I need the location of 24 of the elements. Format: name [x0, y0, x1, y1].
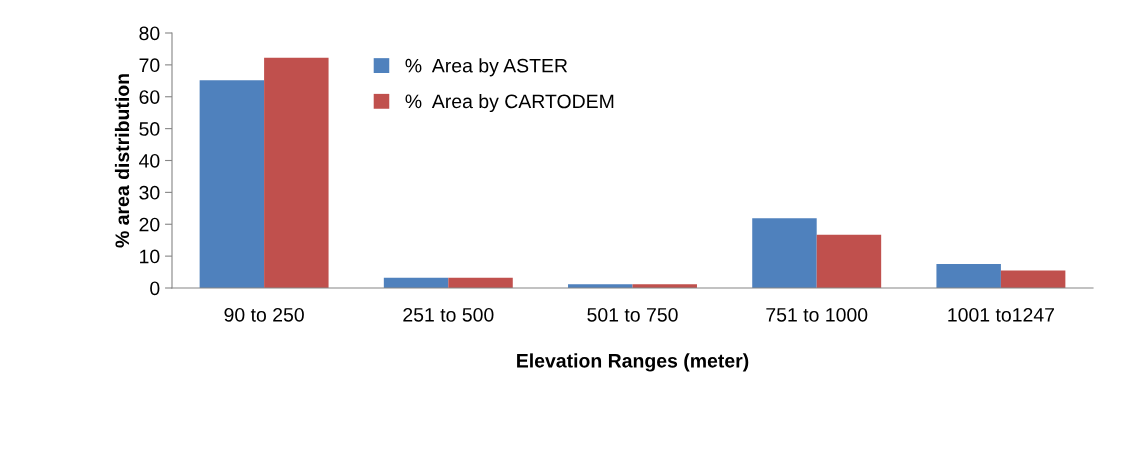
y-tick-label: 70	[139, 58, 160, 73]
y-tick-label: 50	[139, 122, 160, 136]
x-tick-label: 501 to 750	[587, 307, 678, 322]
legend-label: % Area by CARTODEM	[405, 93, 614, 113]
x-tick-label: 751 to 1000	[766, 307, 868, 322]
bar	[199, 80, 265, 288]
y-tick-label: 0	[150, 281, 160, 296]
x-tick-label: 251 to 500	[403, 307, 494, 322]
x-tick-label: 1001 to1247	[948, 307, 1054, 322]
x-tick-label: 90 to 250	[224, 307, 304, 322]
legend-label: % Area by ASTER	[405, 58, 568, 77]
y-tick-label: 60	[139, 90, 160, 104]
y-tick-label: 40	[139, 153, 160, 168]
y-tick-label: 80	[139, 26, 160, 41]
y-tick-label: 20	[139, 217, 160, 232]
y-axis-title: % area distribution	[114, 74, 130, 248]
x-axis-title: Elevation Ranges (meter)	[517, 353, 749, 372]
y-tick-label: 30	[139, 185, 160, 200]
bar	[264, 57, 329, 288]
bar	[816, 234, 882, 288]
bar	[936, 264, 1001, 288]
bar	[1000, 270, 1066, 288]
bar	[752, 218, 817, 288]
y-tick-label: 10	[140, 249, 160, 264]
